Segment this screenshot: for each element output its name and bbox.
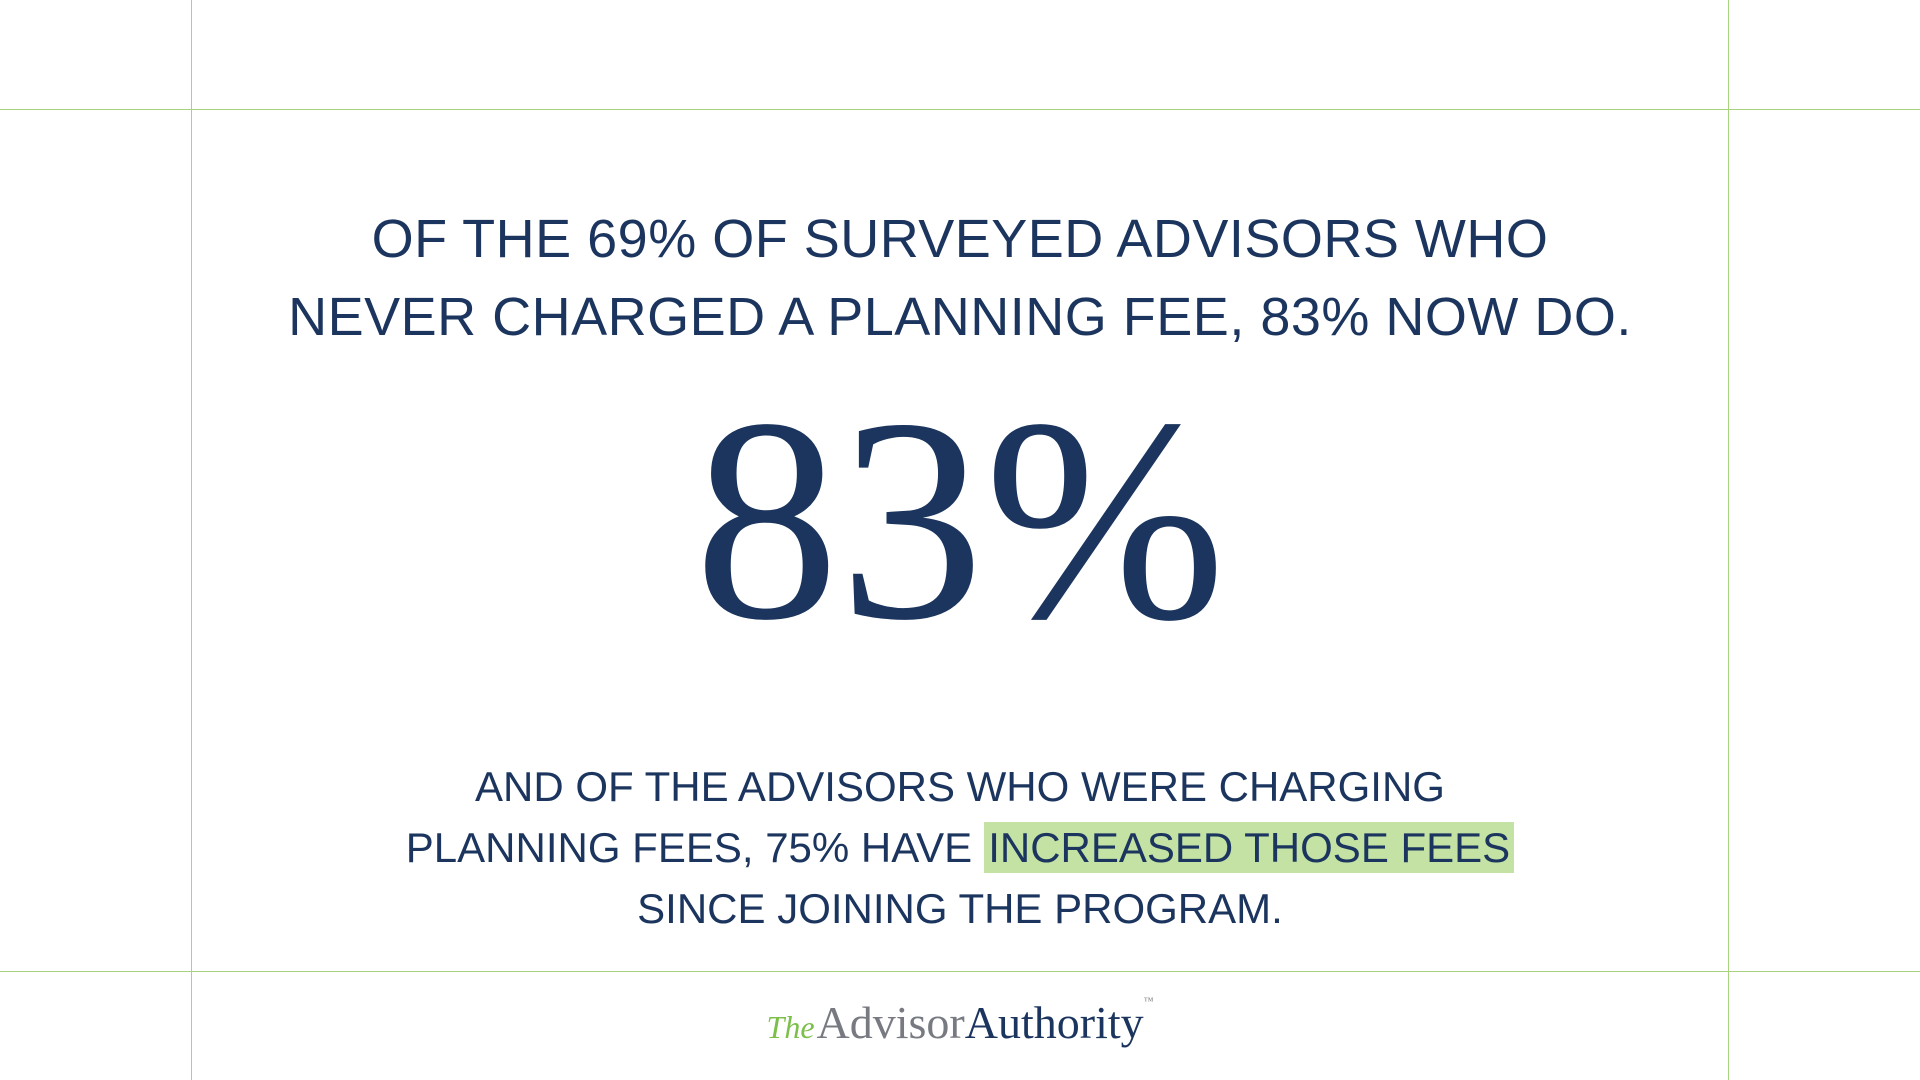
paragraph-line: SINCE JOINING THE PROGRAM.: [637, 885, 1283, 932]
paragraph-line: PLANNING FEES, 75% HAVE INCREASED THOSE F…: [0, 817, 1920, 878]
frame-line: [0, 109, 1920, 110]
text: PLANNING FEES, 75% HAVE: [405, 824, 973, 871]
paragraph-line: AND OF THE ADVISORS WHO WERE CHARGING: [475, 763, 1445, 810]
logo-authority: Authority: [964, 997, 1144, 1048]
frame-line: [0, 971, 1920, 972]
big-stat: 83%: [694, 359, 1226, 680]
paragraph: AND OF THE ADVISORS WHO WERE CHARGING PL…: [0, 756, 1920, 939]
logo-the: The: [766, 1009, 815, 1045]
logo: TheAdvisorAuthority™: [0, 996, 1920, 1049]
logo-tm: ™: [1143, 996, 1154, 1007]
frame-line: [191, 0, 192, 1080]
heading: OF THE 69% OF SURVEYED ADVISORS WHO NEVE…: [0, 200, 1920, 356]
logo-advisor: Advisor: [816, 997, 965, 1048]
heading-line: OF THE 69% OF SURVEYED ADVISORS WHO: [371, 209, 1549, 269]
frame-line: [1728, 0, 1729, 1080]
highlight: INCREASED THOSE FEES: [984, 822, 1515, 873]
heading-line: NEVER CHARGED A PLANNING FEE, 83% NOW DO…: [288, 287, 1632, 347]
